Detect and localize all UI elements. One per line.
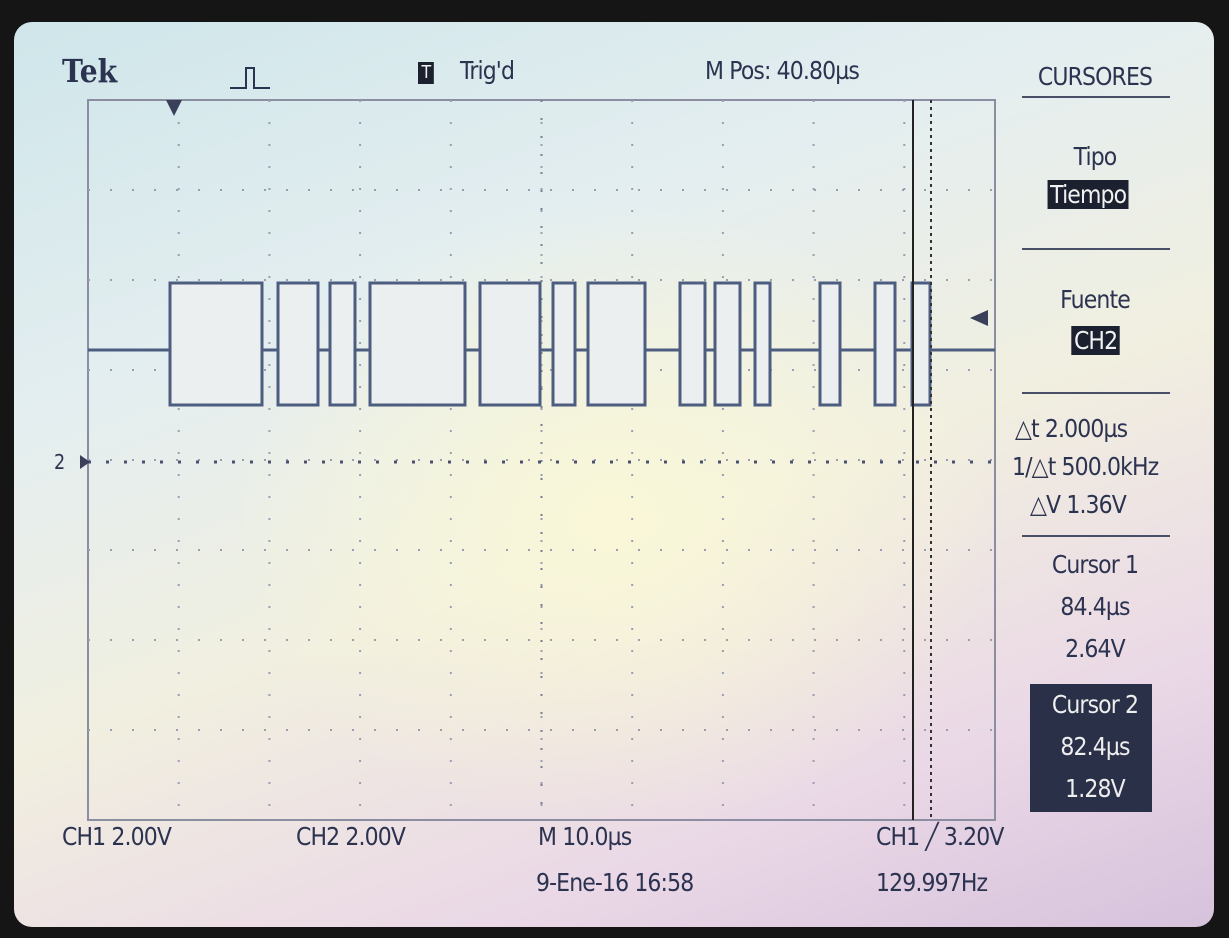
- cursor-label: Cursor 2: [1029, 690, 1161, 719]
- menu-label: Fuente: [1029, 285, 1161, 314]
- cursor-voltage: 1.28V: [1029, 774, 1161, 803]
- waveform-burst: [875, 283, 895, 405]
- separator: [1022, 535, 1170, 537]
- waveform-burst: [278, 283, 318, 405]
- trigger-level: CH1 ╱ 3.20V: [876, 822, 1003, 851]
- waveform-burst: [588, 283, 645, 405]
- date-time: 9-Ene-16 16:58: [536, 868, 693, 897]
- waveform-burst: [820, 283, 840, 405]
- cursor-voltage: 2.64V: [1029, 634, 1161, 663]
- acquire-icon: [230, 68, 270, 88]
- menu-title: CURSORES: [1029, 62, 1161, 91]
- horizontal-position: M Pos: 40.80µs: [705, 56, 859, 85]
- timebase: M 10.0µs: [538, 822, 631, 851]
- menu-value-text: Tiempo: [1048, 180, 1129, 209]
- menu-value-text: CH2: [1071, 326, 1120, 355]
- separator: [1022, 392, 1170, 394]
- readout: △t 2.000µs: [1015, 414, 1127, 443]
- waveform-burst: [480, 283, 540, 405]
- waveform-icon: [232, 66, 272, 88]
- waveform-burst: [715, 283, 740, 405]
- ch2-scale: CH2 2.00V: [296, 822, 405, 851]
- readout: △V 1.36V: [1030, 490, 1126, 519]
- waveform-burst: [330, 283, 355, 405]
- separator: [1022, 96, 1170, 98]
- trigger-arrow: [166, 100, 182, 116]
- cursor-time: 82.4µs: [1029, 732, 1161, 761]
- channel-marker: 2: [54, 450, 64, 474]
- frequency: 129.997Hz: [876, 868, 987, 897]
- trigger-status: Trig'd: [460, 56, 514, 85]
- oscilloscope: Tek T Trig'd M Pos: 40.80µs CURSORES Tip…: [0, 0, 1229, 938]
- readout: 1/△t 500.0kHz: [1012, 452, 1158, 481]
- waveform-burst: [755, 283, 770, 405]
- ch1-scale: CH1 2.00V: [62, 822, 171, 851]
- waveform-burst: [370, 283, 465, 405]
- separator: [1022, 248, 1170, 250]
- waveform-burst: [553, 283, 575, 405]
- cursor-time: 84.4µs: [1029, 592, 1161, 621]
- cursor-label: Cursor 1: [1029, 550, 1161, 579]
- trigger-icon: T: [418, 62, 434, 84]
- menu-label: Tipo: [1029, 142, 1161, 171]
- waveform-burst: [680, 283, 705, 405]
- waveform-burst: [170, 283, 262, 405]
- trigger-level-arrow: [970, 310, 988, 326]
- waveform-burst: [912, 283, 930, 405]
- brand: Tek: [62, 52, 117, 90]
- menu-value: Tiempo: [1048, 180, 1129, 209]
- menu-value: CH2: [1071, 326, 1120, 355]
